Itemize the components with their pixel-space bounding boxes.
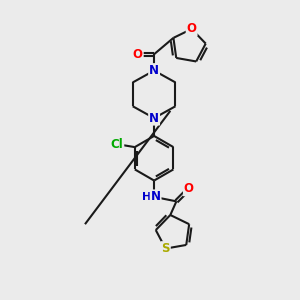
Text: O: O xyxy=(133,48,143,61)
Text: S: S xyxy=(161,242,170,255)
Text: O: O xyxy=(187,22,196,35)
Text: N: N xyxy=(151,190,160,203)
Text: O: O xyxy=(184,182,194,195)
Text: N: N xyxy=(149,112,159,124)
Text: Cl: Cl xyxy=(111,138,123,151)
Text: N: N xyxy=(149,64,159,77)
Text: H: H xyxy=(142,192,151,202)
